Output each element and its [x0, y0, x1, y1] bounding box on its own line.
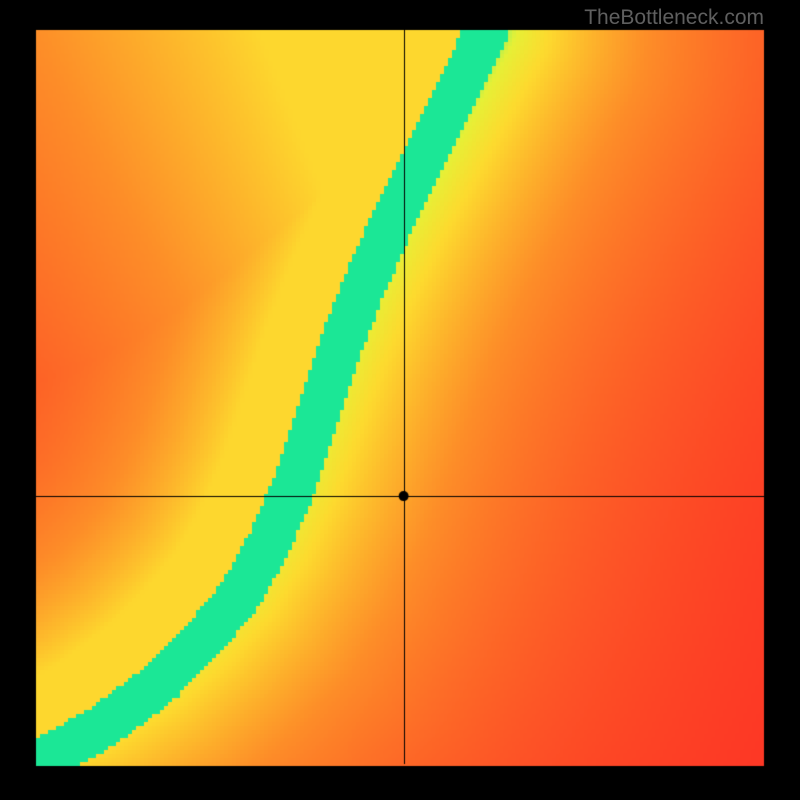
chart-root: TheBottleneck.com	[0, 0, 800, 800]
bottleneck-heatmap	[0, 0, 800, 800]
watermark-source-label: TheBottleneck.com	[584, 6, 764, 30]
